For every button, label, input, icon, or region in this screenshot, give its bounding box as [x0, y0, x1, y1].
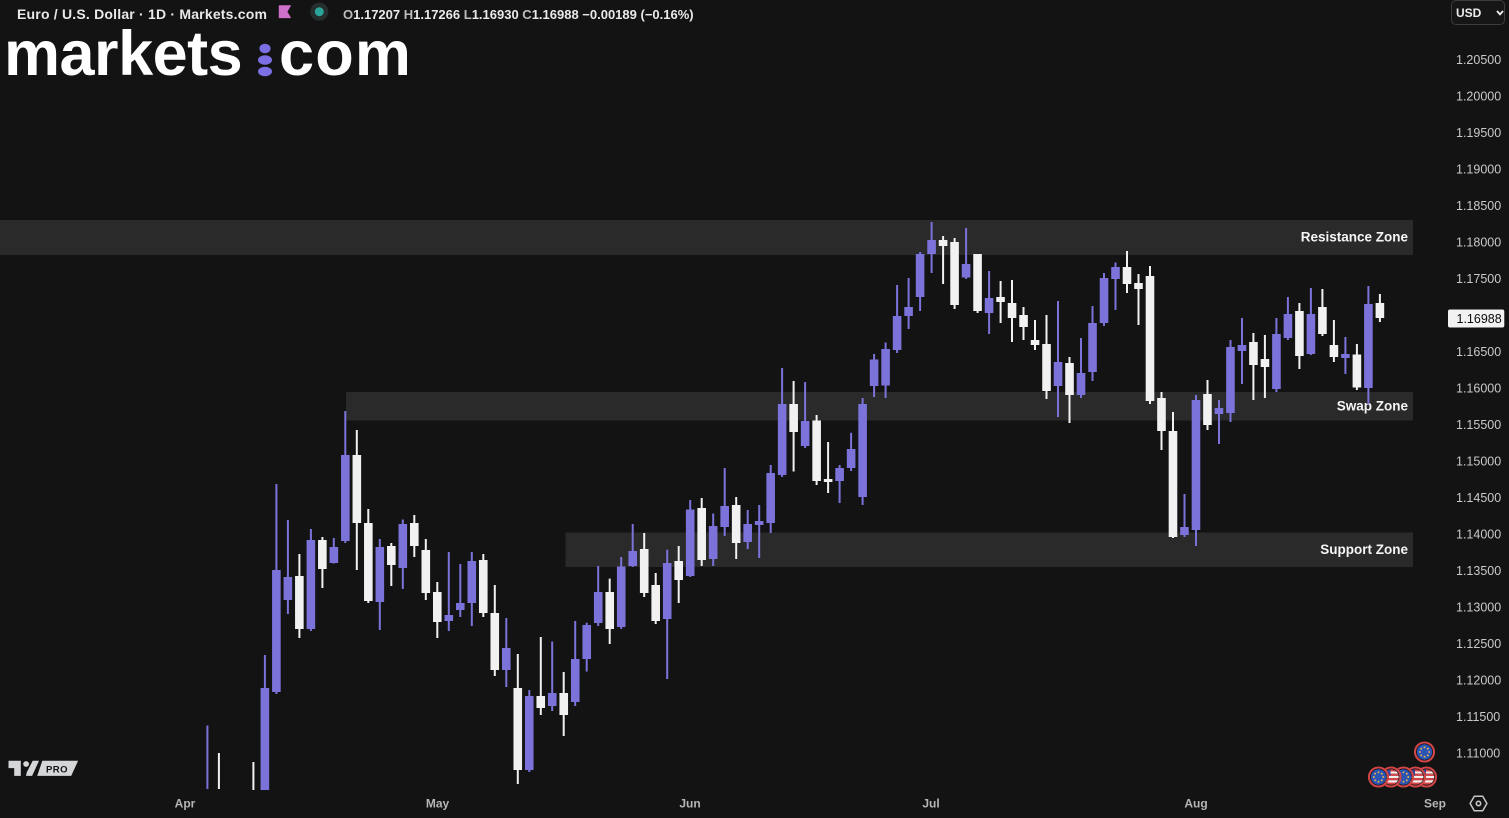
svg-text:1.18000: 1.18000	[1456, 235, 1501, 249]
svg-text:1.15000: 1.15000	[1456, 454, 1501, 468]
svg-text:1.11000: 1.11000	[1456, 746, 1500, 760]
svg-text:1.15500: 1.15500	[1456, 418, 1501, 432]
svg-text:1.16500: 1.16500	[1456, 345, 1501, 359]
svg-text:1.13500: 1.13500	[1456, 564, 1501, 578]
svg-text:1.14500: 1.14500	[1456, 491, 1501, 505]
svg-text:1.13000: 1.13000	[1456, 600, 1501, 614]
svg-text:1.11500: 1.11500	[1456, 710, 1500, 724]
svg-text:Sep: Sep	[1424, 797, 1446, 811]
svg-text:Jul: Jul	[922, 797, 939, 811]
svg-text:Aug: Aug	[1184, 797, 1207, 811]
svg-text:May: May	[426, 797, 450, 811]
svg-text:1.19500: 1.19500	[1456, 126, 1501, 140]
svg-text:1.12500: 1.12500	[1456, 637, 1501, 651]
svg-text:Jun: Jun	[679, 797, 700, 811]
svg-text:1.17500: 1.17500	[1456, 272, 1501, 286]
svg-text:Swap Zone: Swap Zone	[1337, 399, 1409, 414]
svg-text:1.14000: 1.14000	[1456, 527, 1501, 541]
svg-text:1.18500: 1.18500	[1456, 199, 1501, 213]
svg-text:1.20000: 1.20000	[1456, 90, 1501, 104]
svg-text:Support Zone: Support Zone	[1320, 542, 1408, 557]
svg-text:Resistance Zone: Resistance Zone	[1301, 230, 1409, 245]
svg-text:PRO: PRO	[46, 764, 68, 775]
svg-text:1.19000: 1.19000	[1456, 163, 1501, 177]
svg-text:1.20500: 1.20500	[1456, 53, 1501, 67]
svg-text:1.12000: 1.12000	[1456, 673, 1501, 687]
svg-text:1.16988: 1.16988	[1457, 312, 1502, 326]
svg-text:Apr: Apr	[175, 797, 196, 811]
svg-text:1.16000: 1.16000	[1456, 381, 1501, 395]
